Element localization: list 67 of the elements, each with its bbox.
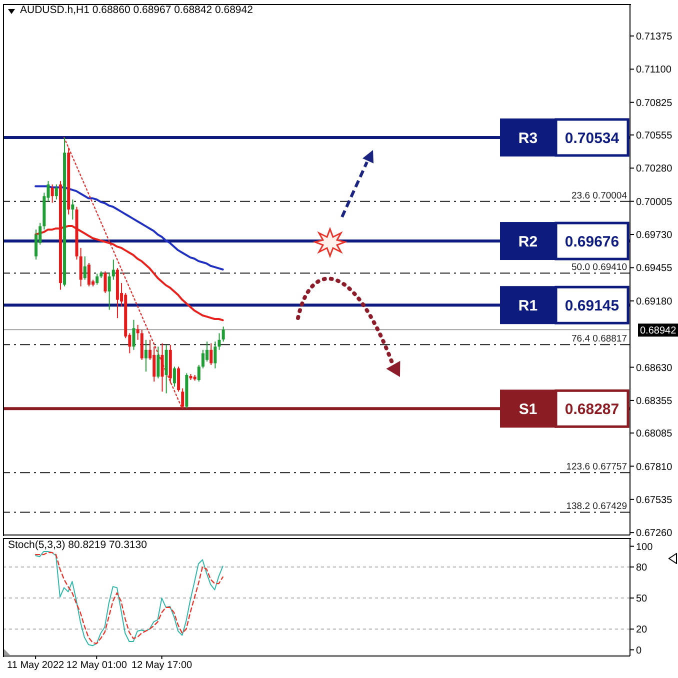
y-tick-label: 0.67810: [636, 462, 673, 473]
candlestick: [152, 346, 156, 382]
candlestick: [201, 349, 204, 369]
candlestick: [34, 229, 38, 260]
y-tick-label: 100: [636, 542, 654, 553]
y-tick-label: 0.70280: [636, 164, 673, 175]
annotation: 0.68287: [564, 401, 620, 418]
candlestick: [104, 270, 107, 294]
y-tick-label: 20: [636, 624, 648, 636]
line-series: [34, 185, 224, 270]
y-tick-label: 0.67535: [636, 494, 673, 506]
y-tick-label: 0.68630: [636, 362, 673, 374]
ref-line-label: 123.6 0.67757: [566, 462, 627, 473]
y-tick-label: 0.69730: [636, 230, 673, 242]
candlestick: [87, 262, 90, 287]
y-tick-label: 50: [636, 594, 648, 605]
candlestick: [54, 184, 58, 200]
candlestick: [96, 273, 99, 286]
y-tick-label: 0.70555: [636, 130, 673, 142]
candlestick: [172, 366, 176, 388]
annotation: 0.70534: [564, 130, 620, 147]
y-tick-label: 0.69455: [636, 263, 673, 274]
ref-line-label: R2: [518, 234, 538, 251]
y-tick-label: 0.71100: [636, 64, 672, 76]
candlestick: [156, 346, 160, 379]
y-tick-label: 0: [636, 645, 642, 656]
candlestick: [206, 341, 209, 362]
candlestick: [108, 272, 111, 310]
candlestick: [144, 339, 148, 372]
y-tick-label: 0.67260: [636, 528, 673, 540]
y-tick-label: 0.68355: [636, 396, 673, 407]
chart-title: Stoch(5,3,3) 80.8219 70.3130: [8, 539, 147, 551]
y-tick-label: 80: [636, 562, 648, 574]
ref-line-label: 50.0 0.69410: [572, 262, 627, 274]
y-tick-label: 0.70005: [636, 196, 673, 208]
annotation: 0.69676: [564, 234, 620, 251]
candlestick: [181, 388, 184, 410]
candlestick: [136, 324, 140, 340]
ref-line-label: 0.68942: [640, 326, 677, 337]
candlestick: [214, 341, 217, 369]
ref-line-label: R1: [518, 298, 538, 315]
candlestick: [210, 342, 213, 366]
candlestick: [112, 259, 115, 280]
candlestick: [160, 342, 164, 392]
y-tick-label: 0.69180: [636, 296, 673, 308]
candlestick: [197, 364, 200, 382]
y-tick-label: 0.71375: [636, 32, 673, 43]
candlestick: [71, 199, 74, 220]
y-tick-label: 0.68085: [636, 428, 673, 440]
ref-line-label: S1: [518, 401, 538, 418]
candlestick: [222, 326, 225, 342]
x-tick-label: 12 May 17:00: [131, 660, 193, 672]
candlestick: [79, 247, 82, 287]
candlestick: [218, 332, 221, 350]
candlestick: [132, 319, 136, 350]
chart-title: AUDUSD.h,H1 0.68860 0.68967 0.68842 0.68942: [20, 4, 253, 16]
candlestick: [177, 366, 180, 392]
ref-line-label: 76.4 0.68817: [572, 334, 627, 345]
candlestick: [83, 256, 86, 280]
y-tick-label: 0.70825: [636, 98, 673, 109]
ref-line-label: R3: [518, 130, 538, 147]
annotation: 0.69145: [564, 298, 620, 315]
ref-line-label: 138.2 0.67429: [566, 501, 627, 512]
x-tick-label: 12 May 01:00: [66, 660, 128, 672]
candlestick: [50, 184, 54, 204]
x-tick-label: 11 May 2022: [7, 660, 65, 672]
ref-line-label: 23.6 0.70004: [572, 190, 627, 202]
